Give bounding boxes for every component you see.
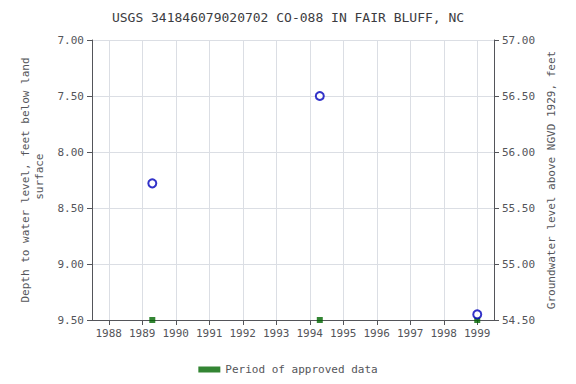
svg-text:1988: 1988 bbox=[96, 327, 123, 340]
svg-text:9.00: 9.00 bbox=[58, 258, 85, 271]
svg-text:57.00: 57.00 bbox=[502, 34, 535, 47]
svg-text:Depth to water level, feet bel: Depth to water level, feet below land bbox=[19, 57, 32, 302]
svg-text:Groundwater level above NGVD 1: Groundwater level above NGVD 1929, feet bbox=[545, 51, 558, 309]
svg-text:1995: 1995 bbox=[330, 327, 357, 340]
svg-text:Period of approved data: Period of approved data bbox=[225, 363, 377, 376]
svg-text:1999: 1999 bbox=[464, 327, 491, 340]
svg-text:56.50: 56.50 bbox=[502, 90, 535, 103]
svg-text:8.50: 8.50 bbox=[58, 202, 85, 215]
svg-text:1993: 1993 bbox=[263, 327, 290, 340]
svg-text:1994: 1994 bbox=[297, 327, 324, 340]
svg-text:surface: surface bbox=[33, 154, 46, 207]
svg-text:8.00: 8.00 bbox=[58, 146, 85, 159]
svg-text:1992: 1992 bbox=[230, 327, 257, 340]
svg-text:7.50: 7.50 bbox=[58, 90, 85, 103]
svg-text:56.00: 56.00 bbox=[502, 146, 535, 159]
svg-text:55.00: 55.00 bbox=[502, 258, 535, 271]
svg-text:1997: 1997 bbox=[397, 327, 424, 340]
svg-text:1989: 1989 bbox=[129, 327, 156, 340]
svg-text:54.50: 54.50 bbox=[502, 314, 535, 327]
svg-text:9.50: 9.50 bbox=[58, 314, 85, 327]
svg-text:1990: 1990 bbox=[163, 327, 190, 340]
svg-text:1996: 1996 bbox=[364, 327, 391, 340]
svg-text:1998: 1998 bbox=[431, 327, 458, 340]
svg-text:55.50: 55.50 bbox=[502, 202, 535, 215]
svg-text:7.00: 7.00 bbox=[58, 34, 85, 47]
svg-text:1991: 1991 bbox=[196, 327, 223, 340]
svg-text:USGS 341846079020702 CO-088 IN: USGS 341846079020702 CO-088 IN FAIR BLUF… bbox=[112, 10, 464, 25]
